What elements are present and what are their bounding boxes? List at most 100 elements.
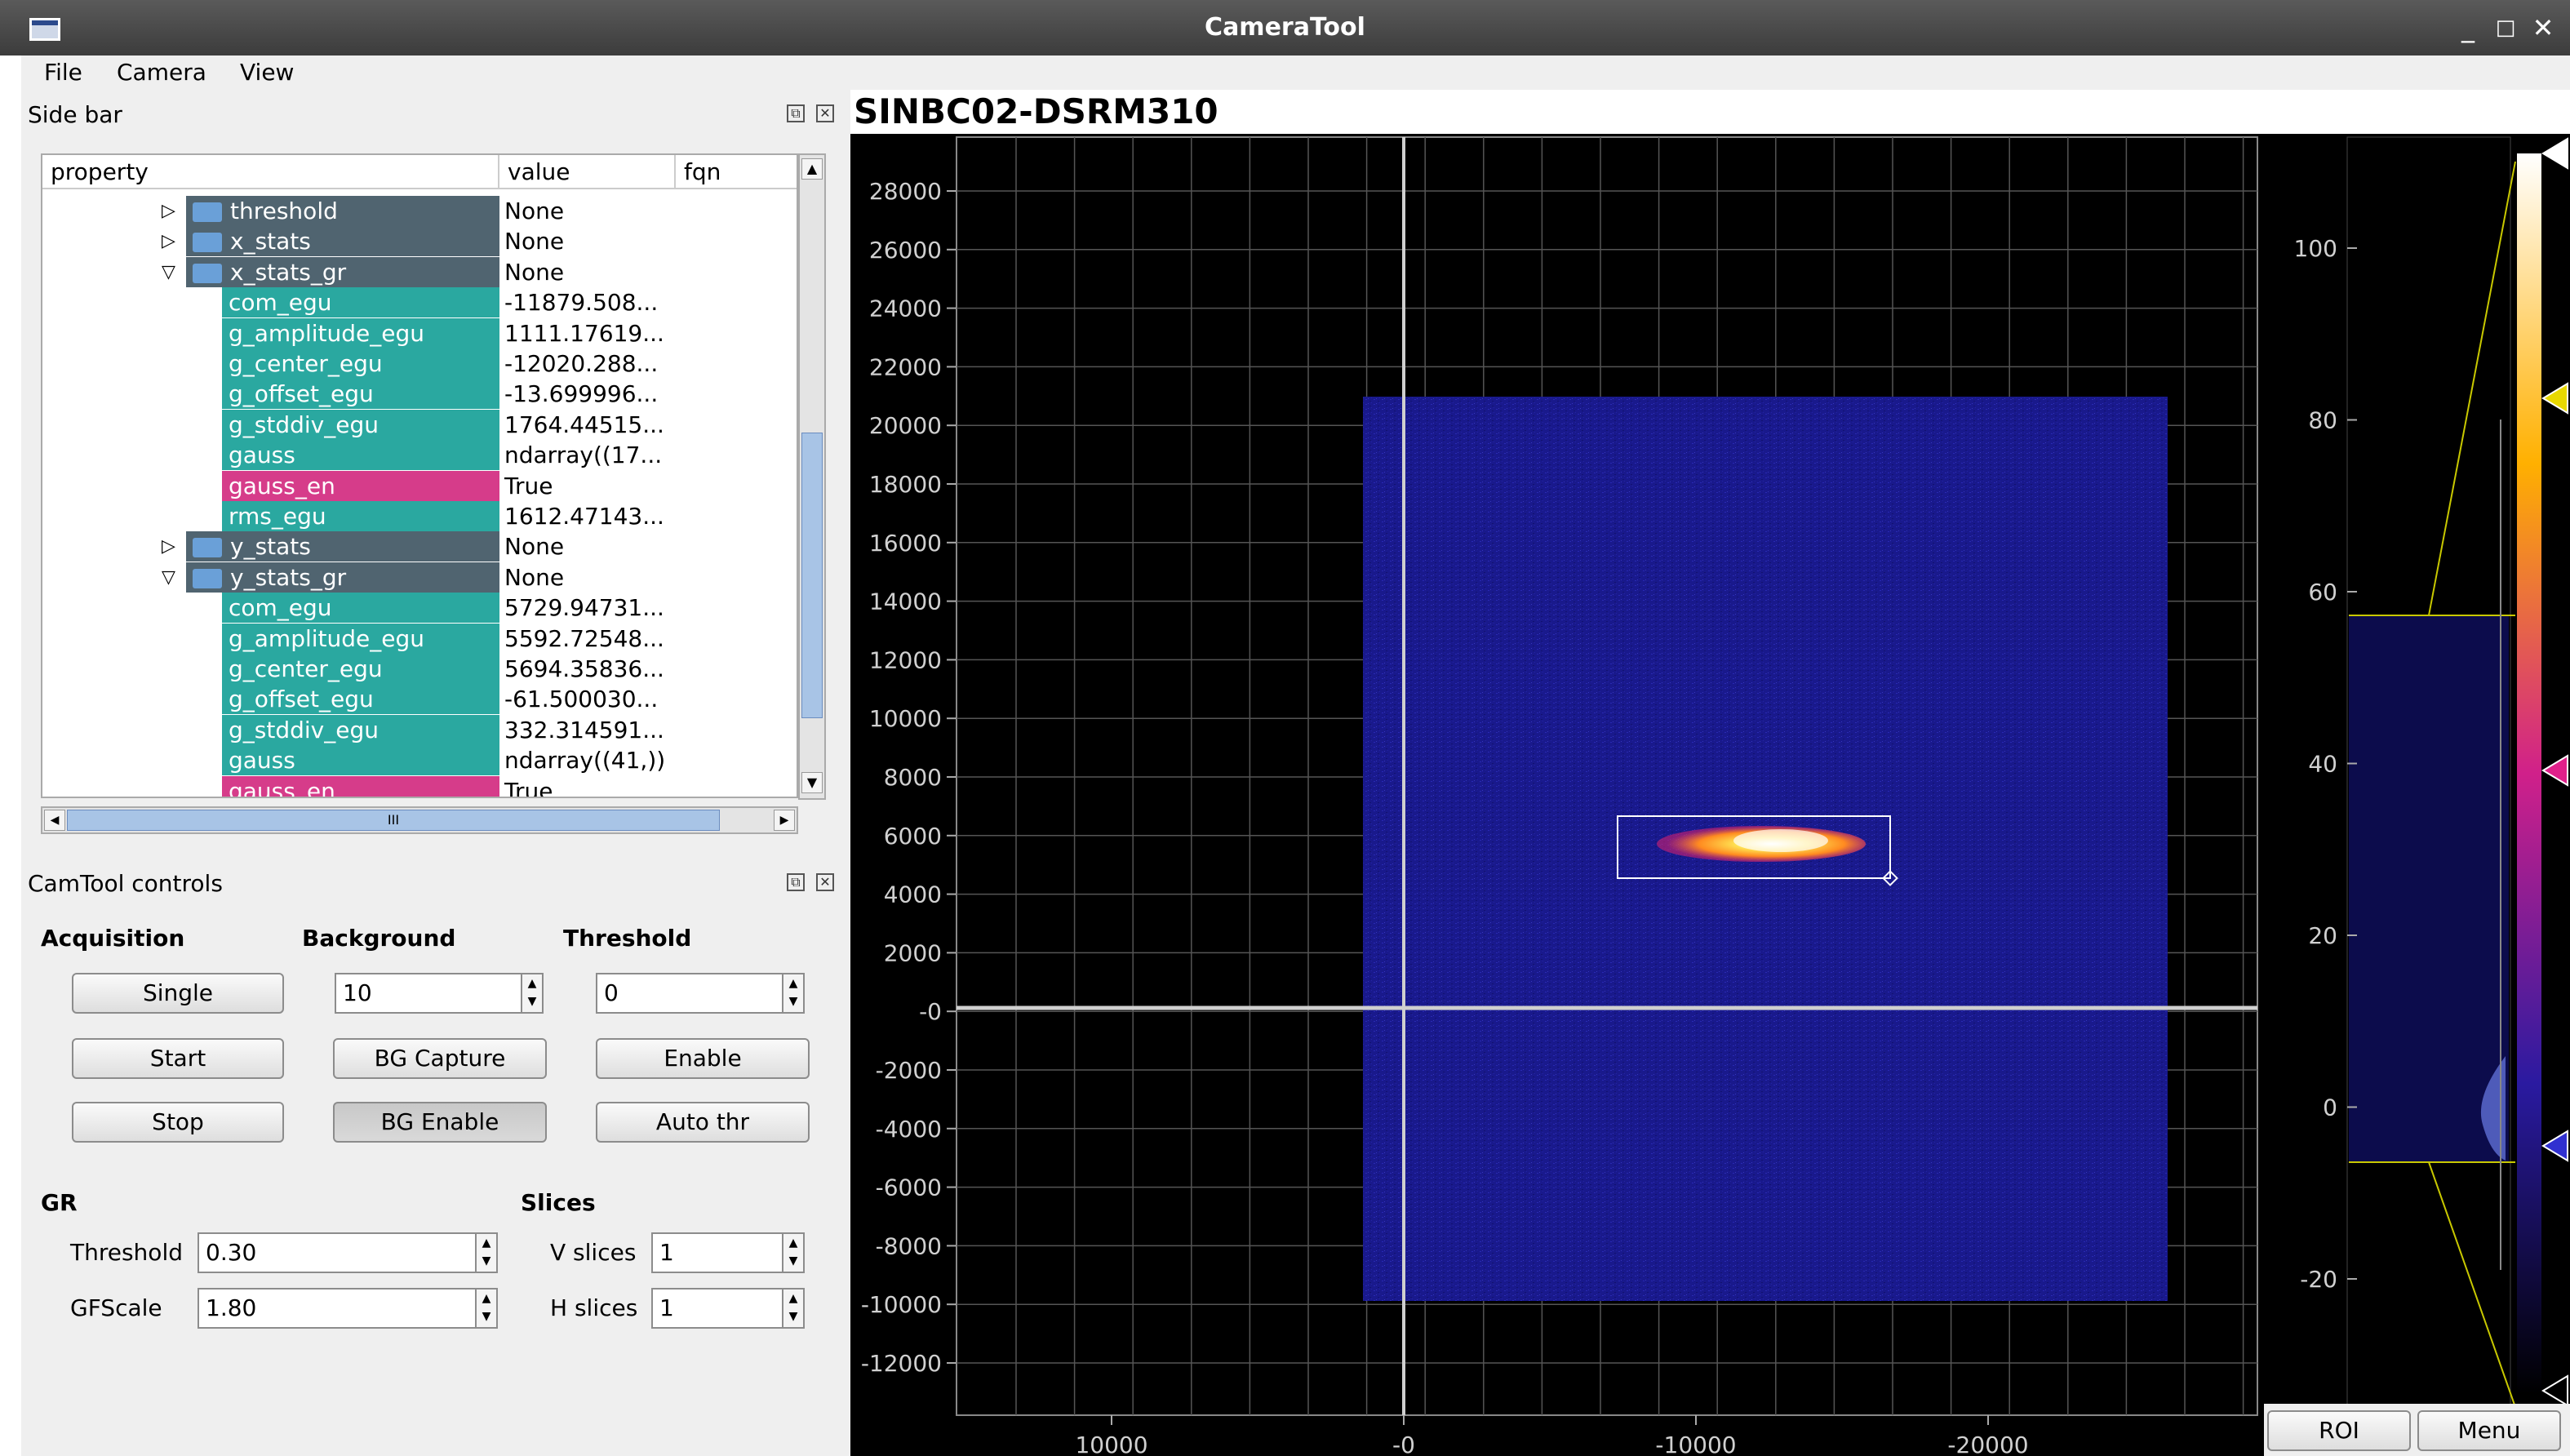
scroll-up-icon[interactable]: ▲ [801, 158, 823, 180]
scroll-down-icon[interactable]: ▼ [801, 772, 823, 793]
scroll-right-icon[interactable]: ▶ [774, 810, 795, 831]
roi-button[interactable]: ROI [2267, 1410, 2411, 1451]
tree-row[interactable]: com_egu 5729.94731... [42, 593, 797, 624]
background-count-input[interactable]: 10 [335, 973, 522, 1014]
scroll-thumb[interactable] [801, 433, 823, 718]
tree-row[interactable]: ▷ y_stats None [42, 531, 797, 562]
auto-threshold-button[interactable]: Auto thr [596, 1102, 810, 1143]
property-value: -11879.508... [504, 289, 659, 317]
gfscale-spin-arrows[interactable]: ▲ ▼ [475, 1288, 498, 1329]
expanded-arrow-icon[interactable]: ▽ [162, 261, 175, 282]
y-tick-label: -10000 [861, 1291, 942, 1318]
tree-row[interactable]: gauss ndarray((17... [42, 440, 797, 471]
roi-rectangle[interactable] [1617, 815, 1891, 879]
colorbar-tick-label: 60 [2308, 579, 2337, 606]
property-value: 1764.44515... [504, 411, 664, 438]
folder-icon [193, 568, 222, 588]
column-header-fqn[interactable]: fqn [676, 155, 797, 189]
scroll-left-icon[interactable]: ◀ [44, 810, 65, 831]
menu-file[interactable]: File [44, 59, 82, 86]
property-value: -61.500030... [504, 686, 659, 713]
stop-button[interactable]: Stop [72, 1102, 284, 1143]
colorbar-marker-icon[interactable] [2541, 382, 2568, 415]
threshold-spin-arrows[interactable]: ▲ ▼ [782, 973, 805, 1014]
y-tick-label: 22000 [869, 353, 942, 380]
background-spin-arrows[interactable]: ▲ ▼ [521, 973, 544, 1014]
property-name-text: g_center_egu [229, 655, 383, 682]
bg-capture-button[interactable]: BG Capture [333, 1038, 547, 1079]
tree-row[interactable]: g_stddiv_egu 1764.44515... [42, 409, 797, 440]
tree-row[interactable]: gauss_en True [42, 470, 797, 501]
property-value: None [504, 228, 565, 255]
tree-row[interactable]: gauss ndarray((41,)) [42, 745, 797, 776]
colorbar-tick-label: 80 [2308, 407, 2337, 434]
tree-row[interactable]: com_egu -11879.508... [42, 287, 797, 318]
property-name: g_offset_egu [222, 684, 499, 715]
v-slices-spin-arrows[interactable]: ▲ ▼ [782, 1232, 805, 1273]
threshold-value-input[interactable]: 0 [596, 973, 783, 1014]
x-tick-label: -0 [1392, 1432, 1415, 1456]
start-button[interactable]: Start [72, 1038, 284, 1079]
property-name-text: com_egu [229, 289, 332, 317]
window-app-icon[interactable] [29, 18, 60, 41]
property-name: g_offset_egu [222, 379, 499, 410]
menu-camera[interactable]: Camera [117, 59, 206, 86]
tree-row[interactable]: rms_egu 1612.47143... [42, 501, 797, 531]
maximize-button[interactable]: □ [2495, 16, 2516, 40]
controls-title: CamTool controls [28, 870, 223, 897]
tree-row[interactable]: g_amplitude_egu 5592.72548... [42, 623, 797, 654]
colorbar-marker-icon[interactable] [2541, 754, 2568, 787]
threshold-enable-button[interactable]: Enable [596, 1038, 810, 1079]
tree-row[interactable]: ▽ y_stats_gr None [42, 562, 797, 593]
camera-image-plot[interactable]: 2800026000240002200020000180001600014000… [850, 134, 2570, 1456]
colorbar-marker-icon[interactable] [2541, 1374, 2568, 1407]
menu-button[interactable]: Menu [2417, 1410, 2561, 1451]
y-tick-label: 2000 [884, 939, 942, 966]
column-header-value[interactable]: value [499, 155, 676, 189]
tree-row[interactable]: gauss_en True [42, 775, 797, 798]
tree-row[interactable]: ▽ x_stats_gr None [42, 256, 797, 287]
tree-row[interactable]: g_center_egu -12020.288... [42, 348, 797, 379]
tree-horizontal-scrollbar[interactable]: ◀ III ▶ [41, 806, 798, 834]
v-slices-input[interactable]: 1 [651, 1232, 783, 1273]
tree-row[interactable]: g_offset_egu -61.500030... [42, 684, 797, 715]
property-name-text: gauss_en [229, 777, 335, 798]
gr-threshold-spin-arrows[interactable]: ▲ ▼ [475, 1232, 498, 1273]
tree-row[interactable]: g_stddiv_egu 332.314591... [42, 714, 797, 745]
tree-row[interactable]: g_center_egu 5694.35836... [42, 654, 797, 684]
property-name: gauss [222, 440, 499, 471]
property-name: g_stddiv_egu [222, 714, 499, 745]
hscroll-thumb[interactable]: III [67, 810, 720, 831]
column-header-property[interactable]: property [42, 155, 499, 189]
y-tick-label: -8000 [876, 1232, 942, 1259]
collapsed-arrow-icon[interactable]: ▷ [162, 201, 175, 221]
tree-row[interactable]: g_offset_egu -13.699996... [42, 379, 797, 410]
colorbar-marker-icon[interactable] [2541, 137, 2568, 170]
folder-icon [193, 202, 222, 222]
tree-row[interactable]: ▷ x_stats None [42, 226, 797, 257]
close-controls-icon[interactable]: ✕ [816, 873, 834, 891]
bg-enable-button[interactable]: BG Enable [333, 1102, 547, 1143]
tree-row[interactable]: ▷ threshold None [42, 196, 797, 226]
h-slices-spin-arrows[interactable]: ▲ ▼ [782, 1288, 805, 1329]
tree-vertical-scrollbar[interactable]: ▲ ▼ [798, 153, 826, 800]
gr-threshold-input[interactable]: 0.30 [198, 1232, 477, 1273]
expanded-arrow-icon[interactable]: ▽ [162, 566, 175, 588]
float-controls-icon[interactable]: ⧉ [787, 873, 805, 891]
tree-row[interactable]: g_amplitude_egu 1111.17619... [42, 317, 797, 348]
menu-view[interactable]: View [240, 59, 295, 86]
single-button[interactable]: Single [72, 973, 284, 1014]
minimize-button[interactable]: _ [2461, 12, 2475, 43]
collapsed-arrow-icon[interactable]: ▷ [162, 536, 175, 557]
float-dock-icon[interactable]: ⧉ [787, 104, 805, 122]
property-name: gauss_en [222, 775, 499, 798]
h-slices-input[interactable]: 1 [651, 1288, 783, 1329]
colorbar-marker-icon[interactable] [2541, 1130, 2568, 1162]
close-button[interactable]: ✕ [2532, 12, 2554, 43]
property-value: -12020.288... [504, 350, 659, 377]
property-tree[interactable]: property value fqn ▷ threshold None ▷ x_stat… [41, 153, 798, 798]
roi-handle-icon[interactable] [1882, 870, 1898, 886]
collapsed-arrow-icon[interactable]: ▷ [162, 231, 175, 252]
gfscale-input[interactable]: 1.80 [198, 1288, 477, 1329]
close-dock-icon[interactable]: ✕ [816, 104, 834, 122]
